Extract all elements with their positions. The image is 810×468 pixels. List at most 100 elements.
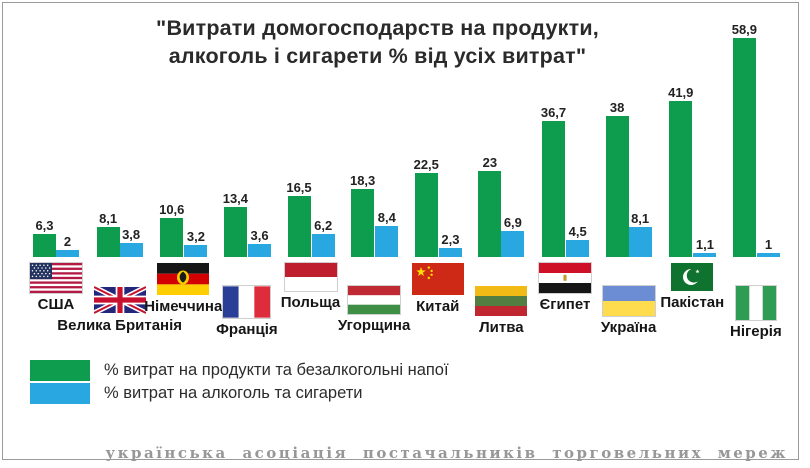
bar-value-label: 1	[764, 237, 773, 253]
bar-value-label: 10,6	[159, 201, 185, 217]
bar-value-label: 16,5	[286, 179, 312, 195]
bar-wrap: 16,5	[286, 179, 312, 257]
country-column-poland: 16,5 6,2 Польща	[281, 24, 341, 340]
bar-group: 22,5 2,3	[414, 24, 462, 257]
country-column-france: 13,4 3,6 Франція	[216, 24, 278, 340]
bar-value-label: 58,9	[731, 21, 758, 37]
country-label: США	[37, 296, 75, 313]
bar-value-label: 3,6	[250, 227, 269, 243]
bar-wrap: 18,3	[350, 173, 375, 257]
alcohol-bar-egypt	[566, 240, 590, 257]
bar-wrap: 3,2	[184, 229, 208, 257]
country-label: Угорщина	[337, 317, 411, 334]
country-label: Німеччина	[144, 298, 223, 315]
food-bar-lithuania	[478, 171, 502, 257]
country-label: Франція	[216, 321, 278, 338]
france-flag-icon	[222, 285, 272, 319]
food-bar-poland	[287, 195, 311, 257]
chart-title: "Витрати домогосподарств на продукти, ал…	[156, 16, 599, 69]
watermark: українська асоціація постачальників торг…	[105, 444, 788, 462]
bar-group: 36,7 4,5	[540, 24, 590, 257]
alcohol-bar-france	[248, 243, 272, 257]
green-legend-swatch	[30, 360, 90, 381]
country-column-ukraine: 38 8,1 Україна	[600, 24, 658, 340]
bar-wrap: 36,7	[540, 104, 567, 257]
legend-label-food: % витрат на продукти та безалкогольні на…	[104, 361, 449, 379]
bar-group: 13,4 3,6	[223, 24, 272, 257]
bar-group: 38 8,1	[605, 24, 652, 257]
bar-wrap: 1,1	[693, 237, 717, 257]
bar-wrap: 2,3	[438, 232, 462, 257]
bar-value-label: 23	[482, 155, 498, 171]
country-label: Єгипет	[539, 296, 591, 313]
country-column-lithuania: 23 6,9 Литва	[472, 24, 530, 340]
chart-legend: % витрат на продукти та безалкогольні на…	[30, 360, 449, 406]
bar-chart: 6,3 2 США 8,1 3,8 Велика Британія 10,6 3,2 Німеч…	[27, 22, 785, 340]
alcohol-bar-pakistan	[693, 252, 717, 257]
bar-value-label: 8,4	[377, 209, 396, 225]
bar-group: 6,3 2	[33, 24, 79, 257]
bar-value-label: 6,2	[314, 217, 333, 233]
bar-wrap: 2	[56, 234, 79, 257]
germany-flag-icon	[157, 263, 210, 295]
lithuania-flag-icon	[475, 286, 528, 316]
bar-wrap: 41,9	[668, 85, 693, 257]
country-column-usa: 6,3 2 США	[27, 24, 85, 340]
nigeria-flag-icon	[734, 285, 777, 321]
bar-value-label: 41,9	[668, 85, 694, 101]
alcohol-bar-uk	[119, 242, 143, 257]
bar-value-label: 2,3	[441, 232, 460, 248]
hungary-flag-icon	[347, 285, 402, 315]
food-bar-usa	[33, 233, 56, 257]
uk-flag-icon	[93, 286, 146, 314]
legend-item-alcohol: % витрат на алкоголь та сигарети	[30, 383, 449, 404]
bar-value-label: 6,3	[35, 217, 54, 233]
alcohol-bar-nigeria	[757, 253, 781, 257]
country-label: Україна	[600, 319, 657, 336]
bar-wrap: 3,8	[119, 227, 143, 257]
country-label: Китай	[416, 298, 460, 315]
bar-wrap: 8,1	[628, 211, 652, 257]
bar-value-label: 13,4	[222, 191, 249, 207]
china-flag-icon	[411, 263, 464, 295]
bar-wrap: 6,9	[501, 215, 525, 257]
country-label: Велика Британія	[57, 317, 183, 334]
bar-wrap: 6,2	[311, 217, 335, 257]
bar-wrap: 3,6	[248, 227, 272, 257]
alcohol-bar-hungary	[375, 225, 399, 257]
bar-wrap: 58,9	[732, 22, 757, 257]
chart-frame	[2, 2, 799, 460]
bar-group: 10,6 3,2	[159, 24, 208, 257]
alcohol-bar-lithuania	[501, 231, 525, 257]
bar-wrap: 22,5	[414, 157, 439, 257]
bar-group: 58,9 1	[732, 22, 781, 257]
food-bar-nigeria	[732, 37, 756, 257]
alcohol-bar-china	[438, 248, 462, 257]
country-column-pakistan: 41,9 1,1 Пакістан	[660, 24, 724, 340]
alcohol-bar-germany	[184, 245, 208, 257]
bar-wrap: 6,3	[33, 218, 56, 257]
country-label: Нігерія	[730, 323, 782, 340]
bar-group: 41,9 1,1	[668, 24, 717, 257]
alcohol-bar-usa	[56, 249, 79, 257]
country-column-nigeria: 58,9 1 Нігерія	[727, 22, 785, 340]
country-column-china: 22,5 2,3 Китай	[409, 24, 467, 340]
food-bar-pakistan	[669, 101, 693, 257]
bar-wrap: 8,4	[375, 209, 399, 257]
bar-value-label: 36,7	[540, 104, 567, 120]
bar-value-label: 6,9	[503, 215, 522, 231]
bar-wrap: 23	[478, 155, 502, 257]
country-column-egypt: 36,7 4,5 Єгипет	[536, 24, 594, 340]
legend-label-alcohol: % витрат на алкоголь та сигарети	[104, 384, 363, 402]
bar-value-label: 2	[63, 233, 72, 249]
bar-wrap: 13,4	[223, 191, 248, 257]
bar-group: 18,3 8,4	[350, 24, 399, 257]
bar-value-label: 18,3	[349, 172, 376, 188]
bar-wrap: 10,6	[159, 202, 184, 257]
bar-wrap: 8,1	[96, 211, 120, 257]
country-column-hungary: 18,3 8,4 Угорщина	[338, 24, 410, 340]
egypt-flag-icon	[538, 262, 592, 294]
food-bar-germany	[160, 217, 184, 257]
bar-value-label: 38	[609, 99, 625, 115]
bar-value-label: 4,5	[568, 224, 587, 240]
